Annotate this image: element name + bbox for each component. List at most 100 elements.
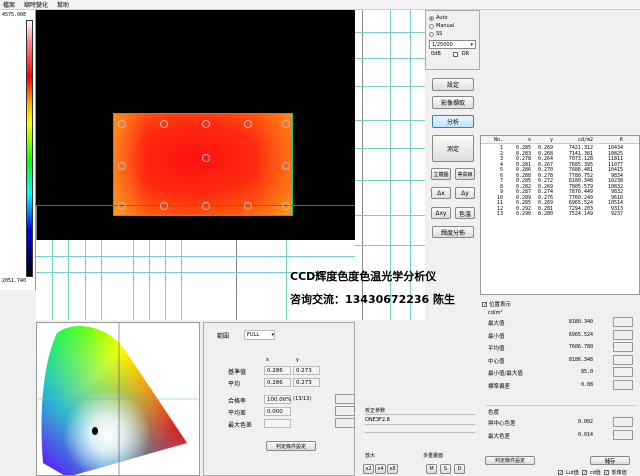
- table-header: No. x y cd/m2 K: [481, 136, 639, 144]
- table-row[interactable]: 1 0.285 0.269 7421.312 10434: [481, 145, 639, 152]
- dr-checkbox[interactable]: [452, 51, 458, 57]
- measurement-point-marker[interactable]: [118, 162, 126, 170]
- chroma-label: 最大色差: [488, 433, 511, 440]
- chroma-value: 0.014: [577, 431, 593, 438]
- table-row[interactable]: 11 0.285 0.269 6965.524 10514: [481, 200, 639, 207]
- measurement-point-marker[interactable]: [160, 202, 168, 210]
- table-row[interactable]: 12 0.292 0.281 7294.203 9313: [481, 205, 639, 213]
- dy-button[interactable]: Δy: [455, 187, 475, 199]
- table-cell: 0.276: [537, 194, 553, 201]
- unit-label: cd/m²: [488, 310, 503, 316]
- show-position-checkbox[interactable]: ✓: [482, 301, 488, 308]
- table-row[interactable]: 13 0.290 0.280 7524.149 9237: [481, 211, 639, 218]
- stat-label: 最小值/最大值: [488, 371, 523, 377]
- ref-x-field[interactable]: 0.286: [264, 366, 291, 375]
- avg-y-field: 0.273: [293, 378, 320, 387]
- table-row[interactable]: 8 0.282 0.269 7805.579 10832: [481, 184, 639, 191]
- ref-label: 基準值: [228, 369, 247, 376]
- stat-indicator: [613, 329, 633, 340]
- menu-timelapse[interactable]: 縮時變化: [24, 2, 49, 9]
- measurement-point-marker[interactable]: [282, 162, 290, 170]
- table-cell: 7524.149: [568, 211, 593, 217]
- radio-manual[interactable]: Manual: [426, 22, 479, 30]
- measurement-point-marker[interactable]: [202, 154, 210, 162]
- multi-s-button[interactable]: S: [440, 464, 451, 474]
- measurement-point-marker[interactable]: [118, 202, 126, 210]
- color-temp-button[interactable]: 色溫: [455, 207, 475, 219]
- cd-checkbox[interactable]: ✓: [581, 470, 588, 476]
- lut-checkbox[interactable]: ✓: [558, 470, 564, 476]
- radio-auto[interactable]: Auto: [426, 14, 479, 22]
- criteria-button-right[interactable]: 判定條件設定: [485, 456, 535, 465]
- table-cell: 12: [496, 205, 503, 212]
- contour-button[interactable]: 等高線: [455, 168, 475, 180]
- multi-d-button[interactable]: D: [454, 464, 465, 474]
- measurement-point-marker[interactable]: [244, 202, 252, 210]
- table-cell: 1: [499, 145, 503, 151]
- luminance-dist-button[interactable]: 輝度分佈: [432, 226, 474, 238]
- table-row[interactable]: 3 0.278 0.264 7073.128 11811: [481, 156, 639, 163]
- luminance-image[interactable]: [36, 10, 355, 240]
- pass-indicator: [335, 394, 355, 404]
- measure-button[interactable]: 測定: [432, 135, 474, 162]
- multi-m-button[interactable]: M: [426, 464, 437, 474]
- table-cell: 7141.381: [568, 150, 593, 157]
- cie-diagram[interactable]: [36, 322, 200, 476]
- table-cell: 10: [496, 194, 503, 201]
- measurement-point-marker[interactable]: [282, 202, 290, 210]
- analyze-button[interactable]: 分析: [432, 115, 474, 128]
- chroma-indicator: [613, 429, 633, 440]
- dxy-button[interactable]: Δxy: [431, 207, 451, 219]
- chroma-label: 與中心色差: [488, 421, 516, 427]
- chevron-down-icon: ▾: [271, 332, 274, 338]
- table-row[interactable]: 5 0.286 0.270 7686.481 10415: [481, 167, 639, 174]
- measurement-point-marker[interactable]: [244, 120, 252, 128]
- capture-button[interactable]: 影像擷取: [432, 96, 474, 109]
- table-cell: 0.286: [515, 167, 531, 173]
- menu-help[interactable]: 幫助: [57, 2, 70, 9]
- menu-file[interactable]: 檔案: [3, 2, 16, 9]
- stat-indicator: [613, 379, 633, 390]
- measurement-point-marker[interactable]: [160, 120, 168, 128]
- calibration-params: 校正參數 ONE3F2.8 放大 多重畫面 x2 x4 x8 M S D: [360, 400, 480, 476]
- zoom-x4-button[interactable]: x4: [375, 464, 386, 474]
- dx-button[interactable]: Δx: [431, 187, 451, 199]
- table-cell: 8180.348: [568, 178, 593, 184]
- measurement-point-marker[interactable]: [202, 202, 210, 210]
- table-row[interactable]: 7 0.285 0.272 8180.348 10238: [481, 178, 639, 185]
- table-row[interactable]: 10 0.289 0.276 7760.240 9610: [481, 194, 639, 202]
- table-cell: 11077: [607, 161, 623, 168]
- table-cell: 0.269: [537, 200, 553, 206]
- max-diff-indicator: [335, 418, 355, 428]
- table-cell: 0.272: [537, 178, 553, 184]
- measurement-table: No. x y cd/m2 K 1 0.285 0.269 7421.312 10434 2 0.2…: [480, 135, 640, 295]
- table-cell: 7685.395: [568, 161, 593, 168]
- ref-y-field[interactable]: 0.273: [293, 366, 320, 375]
- table-row[interactable]: 9 0.287 0.274 7870.449 9832: [481, 189, 639, 196]
- table-row[interactable]: 6 0.288 0.278 7780.752 9834: [481, 173, 639, 180]
- max-diff-field: [264, 419, 291, 428]
- table-cell: 0.281: [537, 205, 553, 212]
- criteria-button[interactable]: 判定條件設定: [266, 441, 316, 451]
- settings-button[interactable]: 設定: [432, 78, 474, 91]
- measurement-point-marker[interactable]: [202, 120, 210, 128]
- image-checkbox[interactable]: ✓: [603, 470, 609, 476]
- table-row[interactable]: 4 0.281 0.267 7685.395 11077: [481, 161, 639, 169]
- col-x-label: x: [266, 357, 269, 363]
- measurement-point-marker[interactable]: [118, 120, 126, 128]
- zoom-x8-button[interactable]: x8: [387, 464, 398, 474]
- zoom-x2-button[interactable]: x2: [363, 464, 374, 474]
- save-button[interactable]: 儲存: [590, 456, 630, 465]
- table-row[interactable]: 2 0.283 0.268 7141.381 10825: [481, 150, 639, 158]
- table-cell: 0.268: [537, 150, 553, 157]
- 3d-button[interactable]: 立體圖: [431, 168, 451, 180]
- radio-ss[interactable]: SS: [426, 30, 479, 38]
- shutter-select[interactable]: 1/25000 ▾: [429, 40, 476, 49]
- avg-diff-indicator: [335, 406, 355, 416]
- table-cell: 11: [496, 200, 503, 206]
- stat-label: 最小值: [488, 333, 505, 340]
- range-select[interactable]: FULL ▾: [244, 330, 275, 340]
- params-title: 校正參數: [365, 408, 386, 414]
- measurement-point-marker[interactable]: [282, 120, 290, 128]
- table-cell: 4: [499, 161, 503, 168]
